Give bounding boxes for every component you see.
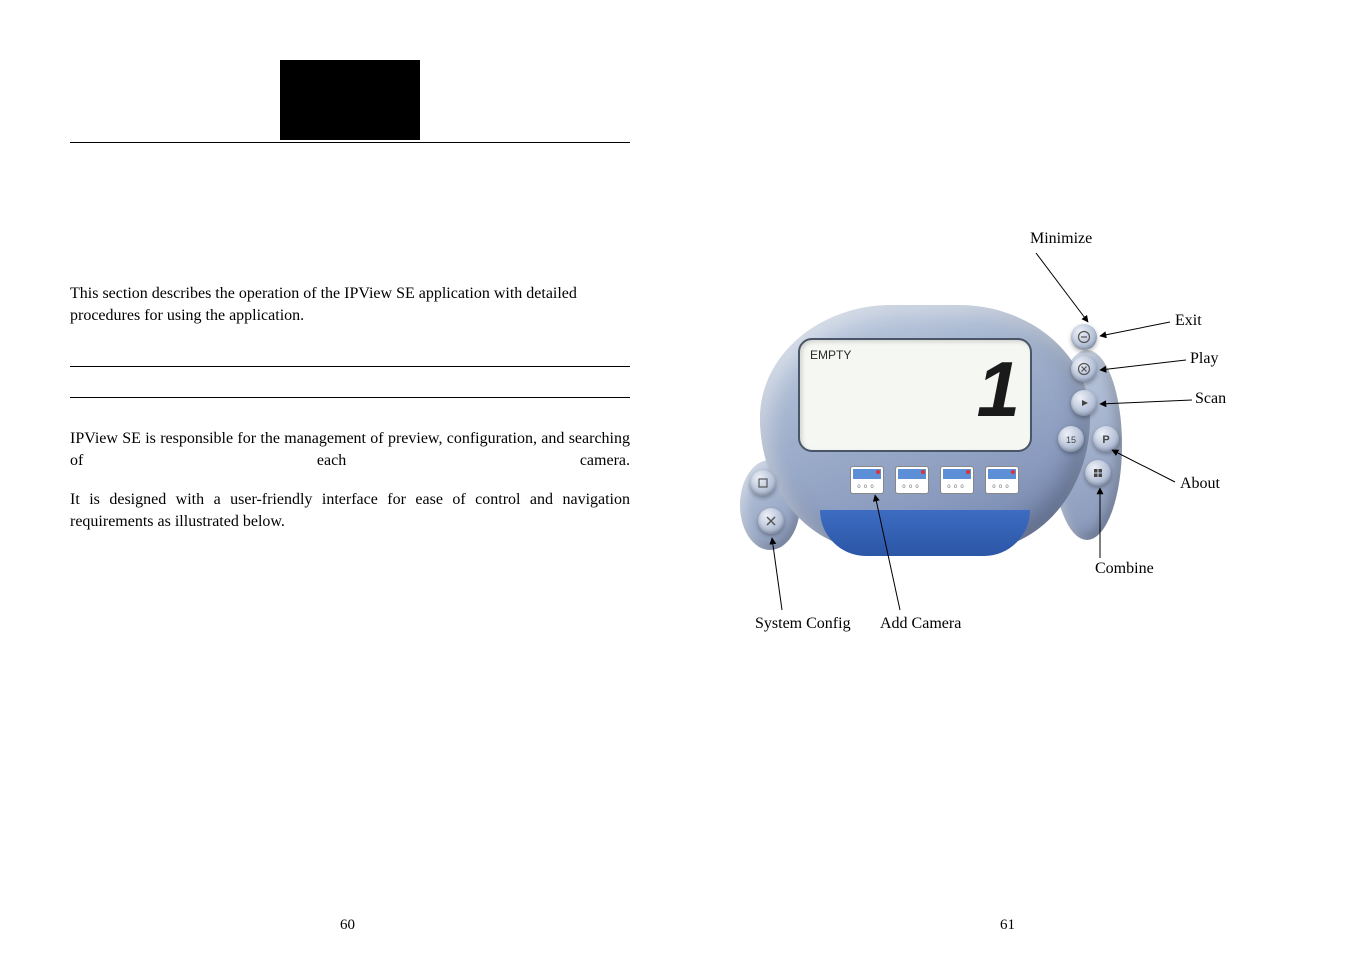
combine-button[interactable]	[1085, 460, 1111, 486]
label-add-camera: Add Camera	[880, 615, 961, 633]
section-rule-top	[70, 366, 630, 367]
exit-button[interactable]	[1071, 356, 1097, 382]
body-paragraph-2: It is designed with a user-friendly inte…	[70, 489, 630, 532]
section-rule-bottom	[70, 397, 630, 398]
label-minimize: Minimize	[1030, 230, 1092, 248]
body-paragraph-1: IPView SE is responsible for the managem…	[70, 428, 630, 471]
thumb-1[interactable]: ooo	[850, 466, 884, 494]
left-button-1[interactable]	[750, 470, 776, 496]
label-exit: Exit	[1175, 312, 1202, 330]
left-page: This section describes the operation of …	[70, 60, 630, 551]
thumb-3[interactable]: ooo	[940, 466, 974, 494]
minimize-button[interactable]	[1071, 324, 1097, 350]
svg-text:15: 15	[1066, 435, 1076, 445]
scan-icon: 15	[1064, 432, 1078, 446]
ipview-diagram: EMPTY 1 15 P ooo ooo ooo ooo Minimize Ex…	[700, 250, 1260, 670]
tools-icon	[764, 514, 778, 528]
device-screen: EMPTY 1	[798, 338, 1032, 452]
thumb-2[interactable]: ooo	[895, 466, 929, 494]
label-about: About	[1180, 475, 1220, 493]
combine-icon	[1091, 466, 1105, 480]
label-play: Play	[1190, 350, 1218, 368]
label-system-config: System Config	[755, 615, 851, 633]
scan-button[interactable]: 15	[1058, 426, 1084, 452]
thumb-4[interactable]: ooo	[985, 466, 1019, 494]
minimize-icon	[1077, 330, 1091, 344]
page-number-right: 61	[1000, 917, 1015, 934]
device-blue-band	[820, 510, 1030, 556]
about-button-top[interactable]: P	[1093, 426, 1119, 452]
intro-paragraph: This section describes the operation of …	[70, 283, 630, 326]
page-number-left: 60	[340, 917, 355, 934]
exit-icon	[1077, 362, 1091, 376]
p-icon: P	[1099, 432, 1113, 446]
system-config-button[interactable]	[758, 508, 784, 534]
label-combine: Combine	[1095, 560, 1154, 578]
expand-icon	[756, 476, 770, 490]
svg-text:P: P	[1102, 434, 1109, 446]
screen-status-text: EMPTY	[810, 348, 851, 362]
screen-channel-number: 1	[977, 350, 1020, 442]
chapter-header-box	[280, 60, 420, 140]
header-rule	[70, 142, 630, 143]
play-button[interactable]	[1071, 390, 1097, 416]
label-scan: Scan	[1195, 390, 1226, 408]
play-icon	[1077, 396, 1091, 410]
